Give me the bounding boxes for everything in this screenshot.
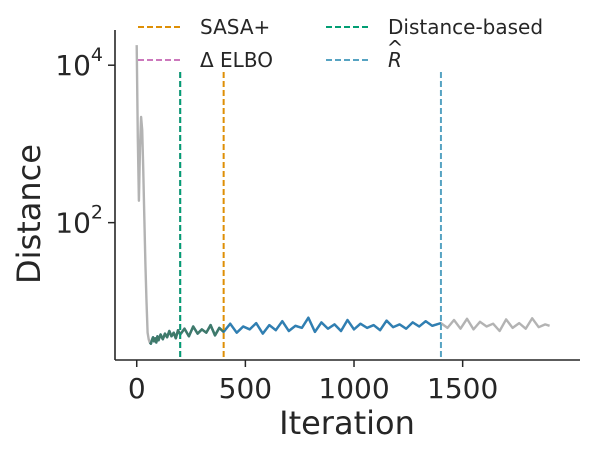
sasa-window-line [148,316,442,345]
x-ticks: 0 500 1000 1500 [128,360,498,405]
x-tick-label-1: 500 [219,372,272,405]
y-ticks: 102 104 [55,44,115,240]
legend-hat-3: ^ [387,36,404,60]
x-tick-label-2: 1000 [318,372,389,405]
x-axis-title: Iteration [279,404,415,442]
x-tick-label-3: 1500 [427,372,498,405]
distance-window-line [148,323,225,345]
legend-label-1: Δ ELBO [200,48,273,72]
vertical-lines-layer [179,72,442,360]
legend-label-0: SASA+ [200,15,270,39]
full-trace-line [135,45,550,345]
y-tick-label-1: 104 [55,44,103,82]
legend-label-3: R [388,48,402,72]
legend: SASA+ Δ ELBO Distance-based R^ [138,15,543,72]
y-tick-label-0: 102 [55,202,103,240]
y-axis-title: Distance [10,144,48,284]
x-tick-label-0: 0 [128,372,146,405]
legend-label-2: Distance-based [388,15,543,39]
series-layer [135,45,550,345]
